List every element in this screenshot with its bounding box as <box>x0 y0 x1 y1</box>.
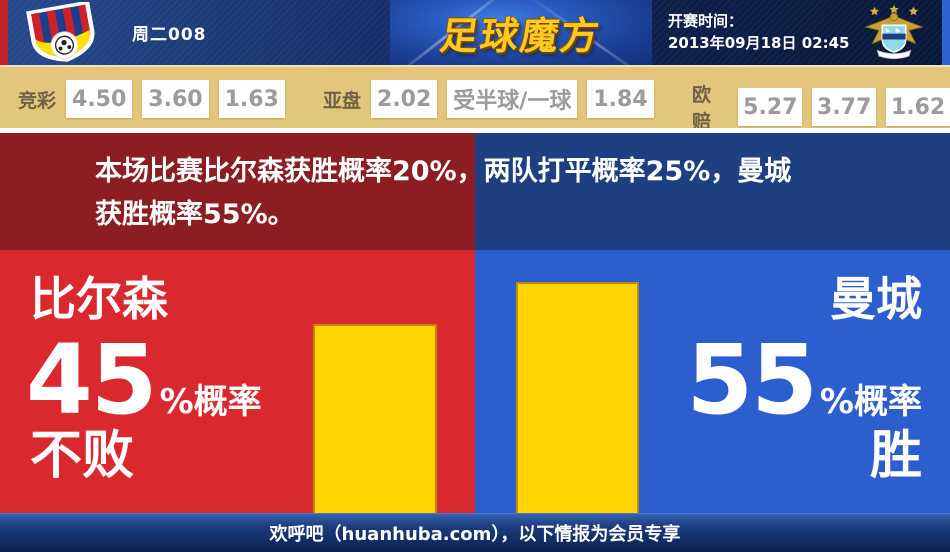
kickoff-datetime: 2013年09月18日 02:45 <box>668 34 850 52</box>
euro-odds-away: 1.62 <box>886 88 950 126</box>
footer-text: 欢呼吧（huanhuba.com），以下情报为会员专享 <box>269 524 681 545</box>
handicap-home-odds: 2.02 <box>371 80 438 118</box>
home-percent-value: 45 <box>26 324 158 436</box>
match-code: 周二008 <box>132 25 207 45</box>
brand-panel: 足球魔方 <box>390 0 652 65</box>
euro-odds-home: 5.27 <box>738 88 803 126</box>
fc-viktoria-plzen-crest-icon <box>16 0 108 65</box>
match-header: 周二008 足球魔方 开赛时间： 2013年09月18日 02:45 <box>0 0 950 65</box>
home-probability-bar <box>313 324 437 513</box>
brand-logo: 足球魔方 <box>437 14 604 58</box>
home-color-strip <box>0 0 8 65</box>
home-probability: 45 %概率 <box>26 332 262 428</box>
odds-label-oupei: 欧赔 <box>692 84 712 133</box>
site-footer: 欢呼吧（huanhuba.com），以下情报为会员专享 <box>0 513 950 552</box>
away-outcome: 胜 <box>869 426 922 486</box>
home-percent-suffix: %概率 <box>159 382 262 422</box>
euro-odds-draw: 3.77 <box>812 88 877 126</box>
odds-group-european: 欧赔 5.27 3.77 1.62 <box>692 80 950 134</box>
home-team-name: 比尔森 <box>30 272 168 326</box>
odds-value-away-win: 1.63 <box>218 80 285 118</box>
kickoff-time: 开赛时间： 2013年09月18日 02:45 <box>668 10 849 54</box>
away-percent-suffix: %概率 <box>819 382 922 422</box>
away-probability: 55 %概率 <box>686 332 922 428</box>
away-percent-value: 55 <box>686 324 818 436</box>
odds-group-jingcai: 竞彩 4.50 3.60 1.63 <box>18 80 285 118</box>
divider-strip <box>0 128 950 133</box>
handicap-line: 受半球/一球 <box>447 80 578 118</box>
odds-bar: 竞彩 4.50 3.60 1.63 亚盘 2.02 受半球/一球 1.84 欧赔… <box>0 65 950 133</box>
manchester-city-crest-icon <box>852 2 936 65</box>
odds-label-yapan: 亚盘 <box>323 89 362 112</box>
odds-label-jingcai: 竞彩 <box>18 89 57 112</box>
away-color-strip <box>942 0 950 65</box>
odds-value-home-win: 4.50 <box>66 80 133 118</box>
away-probability-bar <box>516 282 639 513</box>
summary-line-1: 本场比赛比尔森获胜概率20%，两队打平概率25%，曼城 <box>95 156 792 187</box>
handicap-away-odds: 1.84 <box>587 80 654 118</box>
away-team-name: 曼城 <box>830 272 922 326</box>
odds-value-draw: 3.60 <box>142 80 209 118</box>
home-outcome: 不败 <box>30 426 135 486</box>
summary-line-2: 获胜概率55%。 <box>95 199 295 230</box>
odds-group-asian-handicap: 亚盘 2.02 受半球/一球 1.84 <box>323 80 654 118</box>
prediction-summary: 本场比赛比尔森获胜概率20%，两队打平概率25%，曼城 获胜概率55%。 <box>95 150 905 236</box>
kickoff-label: 开赛时间： <box>668 12 744 30</box>
